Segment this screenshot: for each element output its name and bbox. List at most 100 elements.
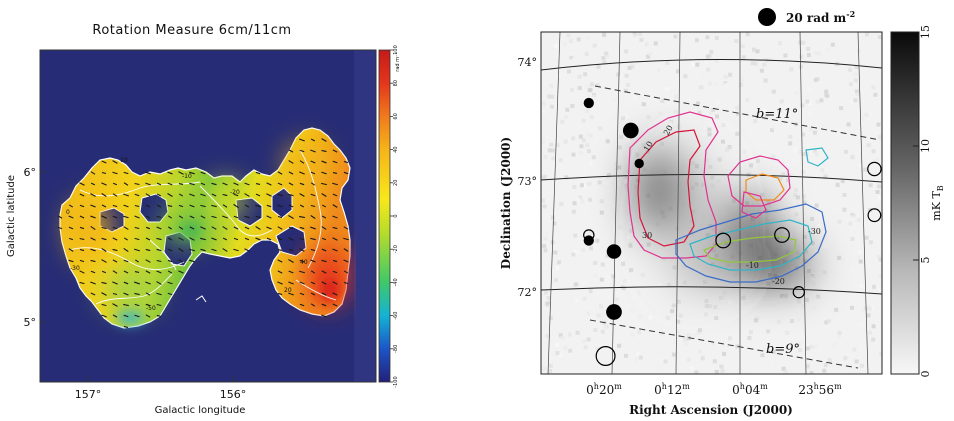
polarization-vector <box>134 193 140 197</box>
noise-pixel <box>691 62 696 67</box>
noise-pixel <box>735 344 740 349</box>
polarization-vector <box>112 314 118 318</box>
noise-pixel <box>548 316 553 321</box>
polarization-vector <box>112 259 118 263</box>
polarization-vector <box>112 160 118 164</box>
noise-pixel <box>877 184 882 189</box>
annotation-b11: b=11° <box>756 107 798 122</box>
noise-pixel <box>673 94 678 99</box>
noise-pixel <box>695 62 700 67</box>
noise-pixel <box>880 322 882 327</box>
noise-pixel <box>871 337 876 342</box>
polarization-vector <box>90 204 96 208</box>
noise-pixel <box>840 257 845 262</box>
noise-pixel <box>722 351 727 356</box>
noise-pixel <box>859 363 864 368</box>
noise-pixel <box>850 155 855 160</box>
noise-pixel <box>579 183 584 188</box>
noise-pixel <box>697 349 702 354</box>
polarization-vector <box>244 237 250 241</box>
polarization-vector <box>277 281 283 285</box>
noise-pixel <box>832 342 837 347</box>
contour-label: -10 <box>746 261 759 270</box>
polarization-vector <box>156 303 162 307</box>
polarization-vector <box>145 182 151 186</box>
noise-pixel <box>706 67 711 72</box>
noise-pixel <box>550 215 555 220</box>
polarization-vector <box>321 248 327 252</box>
noise-pixel <box>768 215 773 220</box>
polarization-vector <box>332 270 338 274</box>
noise-pixel <box>569 52 574 57</box>
noise-pixel <box>771 349 776 354</box>
noise-pixel <box>712 359 717 364</box>
polarization-vector <box>156 193 162 197</box>
polarization-vector <box>167 193 173 197</box>
polarization-vector <box>68 204 74 208</box>
noise-pixel <box>551 179 556 184</box>
polarization-vector <box>298 215 306 219</box>
noise-pixel <box>716 179 721 184</box>
polarization-vector <box>266 237 272 241</box>
polarization-vector <box>145 204 151 208</box>
noise-pixel <box>823 235 828 240</box>
noise-pixel <box>868 330 873 335</box>
contour-label: 10 <box>120 157 128 164</box>
polarization-vector <box>112 204 118 208</box>
left-colorbar-ticks: 100 80 60 40 20 0 -20 -40 -60 -80 -100 <box>390 45 399 388</box>
polarization-vector <box>288 149 294 153</box>
left-colorbar-label: rad m⁻² <box>395 52 401 71</box>
noise-pixel <box>755 316 760 321</box>
polarization-vector <box>112 248 118 252</box>
noise-pixel <box>728 72 733 77</box>
polarization-vector <box>244 248 250 252</box>
noise-pixel <box>557 260 562 265</box>
polarization-vector <box>145 303 151 307</box>
noise-pixel <box>626 138 631 143</box>
polarization-vector <box>101 314 107 318</box>
polarization-vector <box>134 281 140 285</box>
polarization-vector <box>189 237 195 241</box>
noise-pixel <box>878 273 882 278</box>
noise-pixel <box>639 243 644 248</box>
polarization-vector <box>222 248 228 252</box>
noise-pixel <box>812 296 817 301</box>
polarization-vector <box>255 204 261 208</box>
polarization-vector <box>123 204 129 208</box>
contour-labels: 10 0 -10 -20 -30 20 40 -50 <box>66 157 308 312</box>
contour-label: 20 <box>662 124 675 137</box>
polarization-vector <box>90 182 96 186</box>
noise-pixel <box>658 111 663 116</box>
noise-pixel <box>697 362 702 367</box>
noise-pixel <box>570 103 575 108</box>
noise-pixel <box>624 73 629 78</box>
noise-pixel <box>849 268 854 273</box>
polarization-vector <box>288 292 294 296</box>
noise-pixel <box>848 82 853 87</box>
noise-pixel <box>714 316 719 321</box>
left-x-axis-label: Galactic longitude <box>155 405 246 416</box>
polarization-vector <box>178 183 184 185</box>
contour-label: 40 <box>300 259 308 266</box>
noise-pixel <box>834 307 839 312</box>
polarization-vector <box>321 314 327 318</box>
noise-pixel <box>572 201 577 206</box>
polarization-vector <box>222 215 228 219</box>
noise-pixel <box>569 87 574 92</box>
noise-pixel <box>585 109 590 114</box>
noise-pixel <box>839 106 844 111</box>
noise-pixel <box>872 60 877 65</box>
noise-pixel <box>866 313 871 318</box>
left-y-tick: 5° <box>24 316 37 329</box>
noise-pixel <box>541 175 546 180</box>
contour-label: -30 <box>808 227 821 236</box>
noise-pixel <box>700 356 705 361</box>
noise-pixel <box>843 149 848 154</box>
noise-pixel <box>644 42 649 47</box>
noise-pixel <box>879 42 882 47</box>
polarization-vector <box>299 149 305 153</box>
noise-pixel <box>554 97 559 102</box>
polarization-vector <box>332 182 338 186</box>
polarization-vector <box>288 215 294 219</box>
